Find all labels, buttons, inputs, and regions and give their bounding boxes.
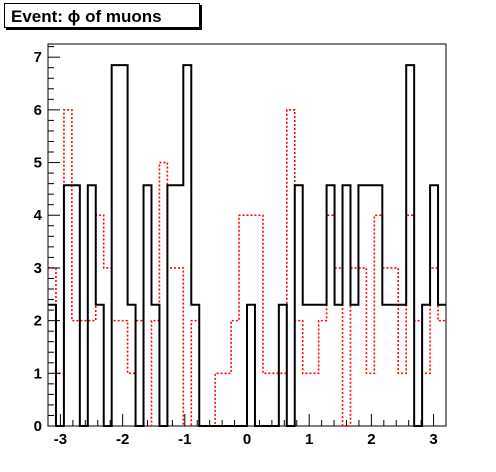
x-tick-label: -2	[116, 431, 129, 448]
black-solid-series-layer	[48, 64, 446, 427]
black-histogram-line	[48, 64, 446, 427]
x-tick-label: -1	[178, 431, 191, 448]
red-dotted-series-layer	[48, 109, 446, 427]
x-tick-label: 3	[429, 431, 437, 448]
y-tick-label: 1	[34, 365, 42, 382]
y-tick-label: 7	[34, 49, 42, 66]
x-tick-label: 2	[367, 431, 375, 448]
red-histogram-line	[48, 109, 446, 427]
x-tick-label: 0	[243, 431, 251, 448]
y-tick-label: 3	[34, 260, 42, 277]
y-tick-label: 6	[34, 102, 42, 119]
chart-title: Event: ϕ of muons	[4, 3, 200, 28]
y-tick-label: 5	[34, 155, 42, 172]
y-tick-label: 0	[34, 418, 42, 435]
axes-layer: 0 1 2 3 4 5 6 7 -3 -2 -1 0 1 2 3	[34, 46, 447, 448]
x-tick-label: 1	[305, 431, 313, 448]
x-tick-label: -3	[54, 431, 67, 448]
y-tick-label: 4	[34, 207, 43, 224]
y-tick-label: 2	[34, 313, 42, 330]
